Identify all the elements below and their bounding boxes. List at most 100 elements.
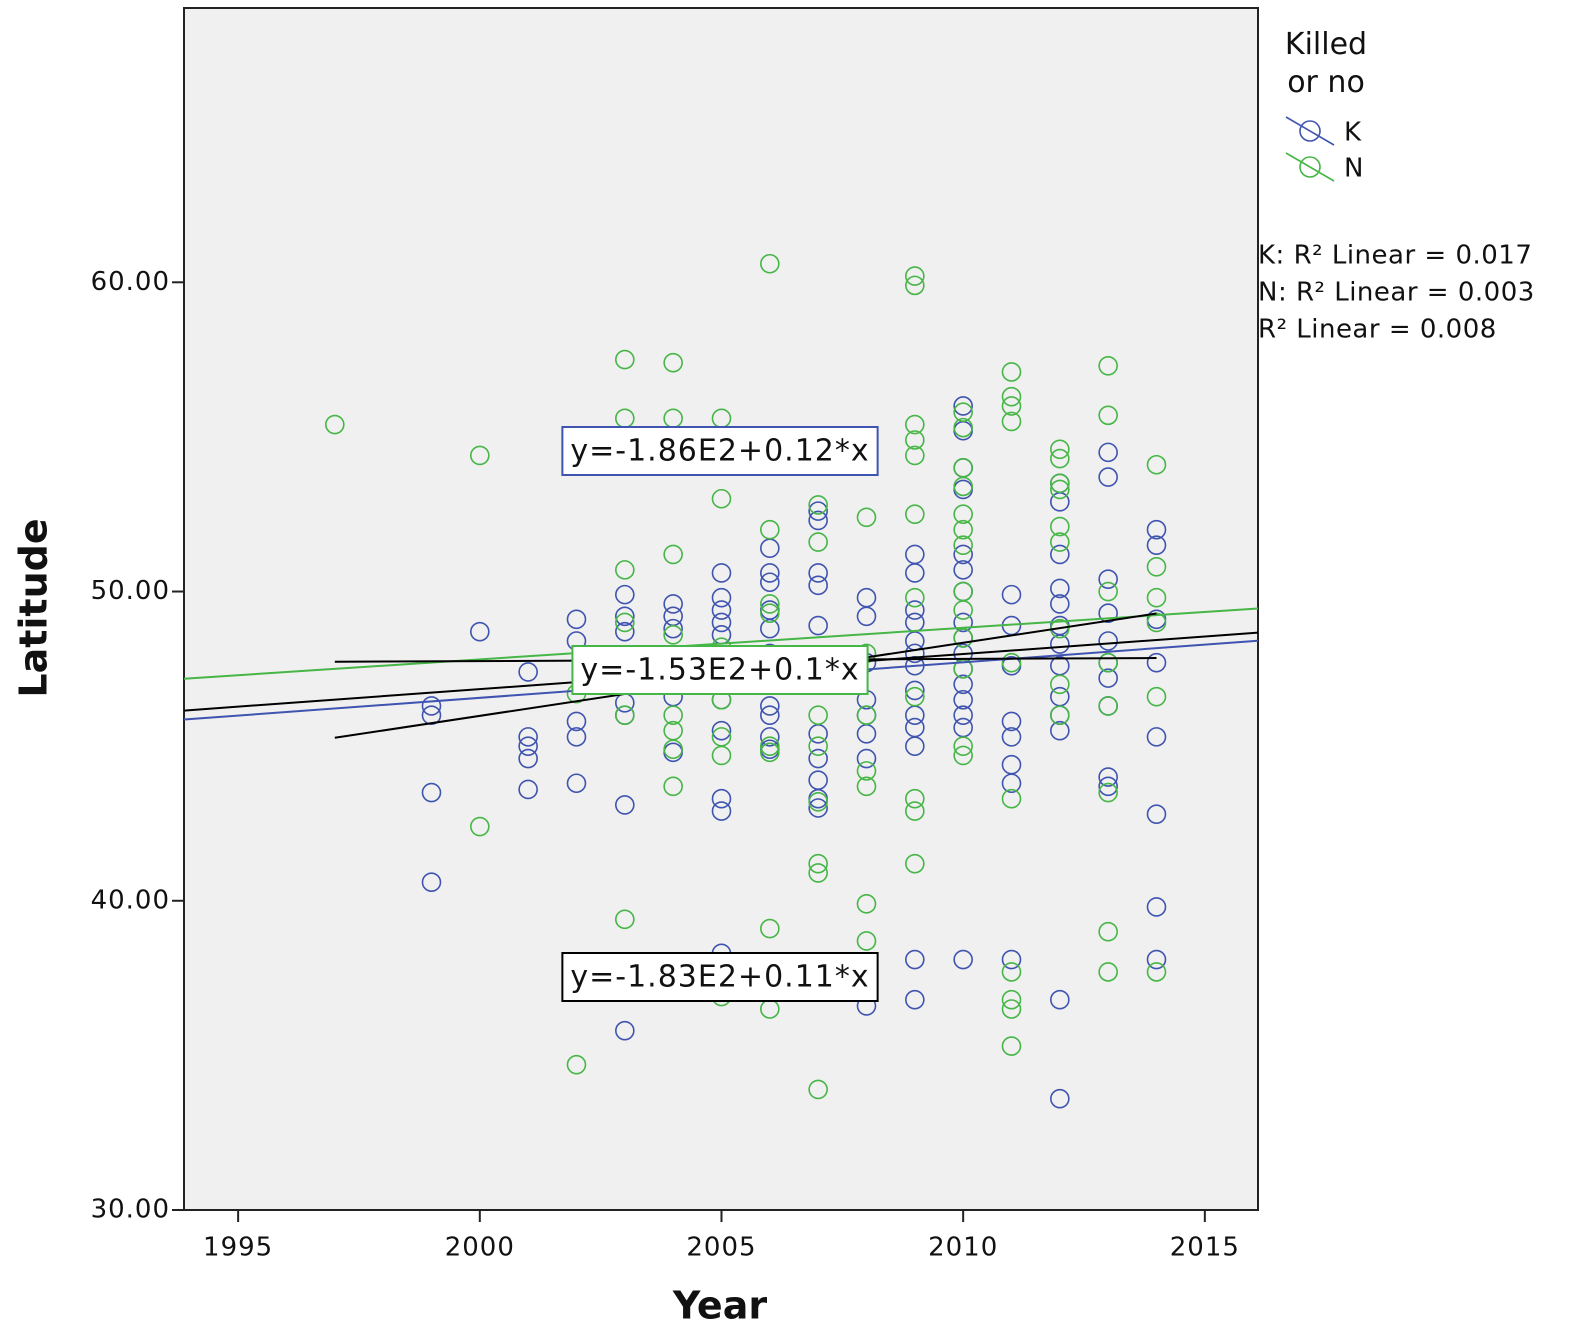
data-point: [663, 544, 683, 565]
data-point: [711, 788, 732, 809]
data-point: [518, 727, 538, 747]
y-tick-label: 40.00: [91, 885, 170, 915]
data-point: [1050, 578, 1070, 599]
data-point: [615, 584, 635, 605]
data-point: [1001, 652, 1022, 673]
x-tick-label: 2015: [1170, 1233, 1240, 1263]
data-point: [808, 563, 828, 583]
data-point: [1098, 767, 1118, 787]
data-point: [760, 563, 780, 583]
data-point: [1050, 544, 1070, 565]
data-point: [663, 618, 683, 639]
data-point: [1098, 581, 1118, 602]
legend-symbol-line: [1285, 116, 1335, 146]
data-point: [711, 563, 732, 583]
data-point: [856, 776, 877, 797]
data-point: [1001, 773, 1022, 794]
data-point: [566, 609, 587, 630]
data-point: [1050, 989, 1070, 1010]
data-point: [760, 618, 780, 639]
data-point: [663, 352, 683, 373]
data-point: [1001, 949, 1022, 970]
data-point: [808, 1079, 828, 1100]
data-point: [711, 720, 732, 741]
equation-label: y=-1.83E2+0.11*x: [570, 960, 869, 995]
data-point: [905, 445, 925, 466]
data-point: [808, 510, 828, 531]
data-point: [905, 266, 925, 286]
data-point: [711, 612, 732, 633]
data-point: [615, 909, 635, 930]
equation-box: y=-1.53E2+0.1*x: [571, 645, 869, 695]
data-point: [856, 705, 877, 726]
data-point: [566, 727, 587, 747]
equation-box: y=-1.86E2+0.12*x: [561, 426, 879, 476]
data-point: [760, 572, 780, 593]
data-point: [760, 594, 780, 614]
data-point: [760, 603, 780, 623]
data-point: [905, 414, 925, 435]
r2-label: K: R² Linear = 0.017: [1258, 241, 1532, 271]
data-point: [518, 662, 538, 682]
data-point: [760, 696, 780, 716]
data-point: [615, 1020, 635, 1041]
data-point: [1146, 587, 1167, 608]
data-point: [856, 761, 877, 781]
data-point: [1050, 439, 1070, 460]
data-point: [711, 488, 732, 509]
data-point: [421, 872, 442, 893]
data-point: [1001, 989, 1022, 1010]
data-point: [470, 621, 490, 642]
data-point: [566, 711, 587, 732]
data-point: [1050, 532, 1070, 552]
data-point: [856, 748, 877, 769]
data-point: [1001, 711, 1022, 732]
data-point: [1146, 652, 1167, 673]
x-tick-label: 2010: [928, 1233, 998, 1263]
data-point: [856, 931, 877, 951]
data-point: [1098, 355, 1118, 376]
data-point: [953, 745, 973, 766]
data-point: [1050, 705, 1070, 726]
data-point: [470, 816, 490, 837]
data-point: [1098, 631, 1118, 651]
data-point: [1098, 668, 1118, 688]
data-point: [615, 349, 635, 370]
data-point: [615, 560, 635, 580]
y-axis-title: Latitude: [12, 518, 56, 697]
data-point: [953, 628, 973, 648]
equation-frame: [561, 952, 879, 1002]
data-point: [663, 739, 683, 760]
equation-label: y=-1.86E2+0.12*x: [570, 434, 869, 469]
data-point: [905, 801, 925, 821]
data-point: [953, 504, 973, 525]
data-point: [808, 495, 828, 515]
data-point: [856, 507, 877, 528]
data-point: [905, 430, 925, 450]
fit-line: [183, 607, 1259, 680]
data-point: [808, 863, 828, 883]
data-point: [663, 594, 683, 614]
data-point: [808, 853, 828, 874]
data-point: [808, 575, 828, 596]
legend-symbol: [1299, 156, 1321, 178]
legend-symbol: [1299, 120, 1321, 142]
data-point: [953, 535, 973, 555]
data-point: [711, 600, 732, 620]
data-point: [1146, 519, 1167, 540]
data-point: [421, 705, 442, 726]
data-point: [615, 621, 635, 642]
data-point: [1098, 696, 1118, 716]
data-point: [953, 560, 973, 580]
data-point: [615, 606, 635, 627]
data-point: [615, 612, 635, 633]
data-point: [711, 587, 732, 608]
data-point: [953, 612, 973, 633]
data-point: [953, 736, 973, 756]
data-point: [953, 417, 973, 438]
plot-area: [183, 7, 1259, 1211]
data-point: [1001, 396, 1022, 416]
legend-title: Killed or no: [1284, 27, 1368, 100]
